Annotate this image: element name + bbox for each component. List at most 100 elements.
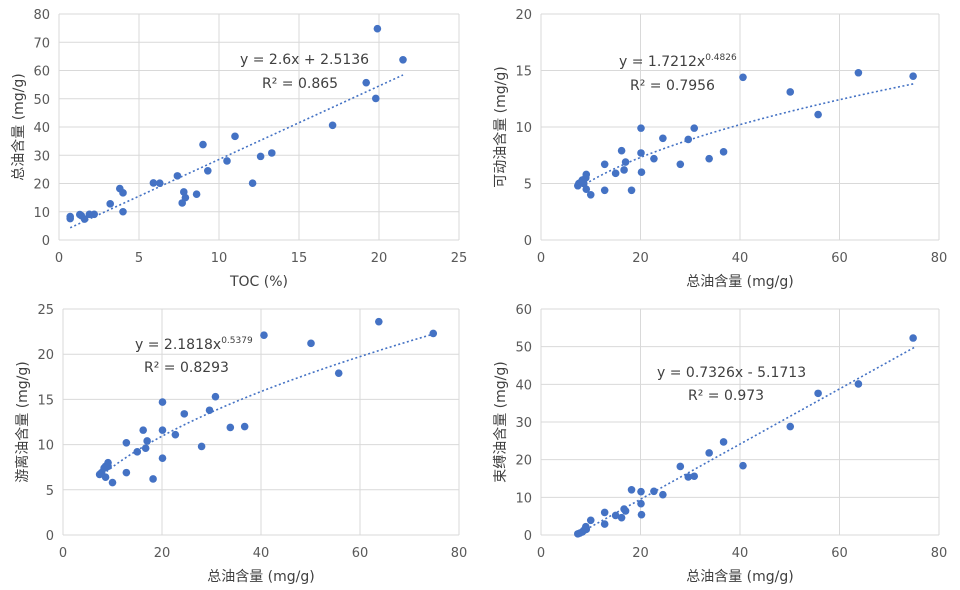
y-tick-label: 20 (515, 8, 532, 23)
data-point (582, 170, 591, 179)
x-axis-title: 总油含量 (mg/g) (207, 569, 315, 585)
data-point (181, 193, 190, 202)
data-point (240, 422, 249, 431)
r-squared-label: R² = 0.7956 (630, 78, 715, 94)
data-point (637, 149, 645, 157)
data-point (620, 166, 628, 174)
y-tick-label: 20 (515, 454, 532, 469)
data-point (705, 154, 713, 163)
y-tick-label: 0 (524, 234, 532, 249)
data-point (307, 339, 315, 348)
x-tick-label: 20 (371, 251, 388, 266)
data-point (582, 525, 591, 534)
x-tick-label: 80 (931, 251, 948, 266)
y-axis-title: 可动油含量 (mg/g) (493, 66, 509, 188)
x-tick-label: 25 (451, 251, 468, 266)
x-tick-label: 20 (154, 546, 171, 561)
data-point (676, 160, 685, 169)
y-tick-label: 0 (524, 529, 532, 544)
y-axis-title: 游离油含量 (mg/g) (14, 361, 31, 483)
x-axis-title: 总油含量 (mg/g) (686, 274, 794, 290)
data-point (650, 487, 658, 496)
data-point (80, 215, 89, 223)
x-axis-title: TOC (%) (229, 274, 288, 290)
data-point (719, 438, 728, 446)
trendline (577, 82, 915, 190)
x-tick-label: 10 (211, 251, 228, 266)
x-tick-label: 60 (352, 546, 369, 561)
r-squared-label: R² = 0.8293 (144, 360, 229, 376)
x-tick-label: 0 (537, 251, 545, 266)
data-point (143, 437, 151, 445)
y-tick-label: 25 (37, 303, 54, 318)
data-point (173, 172, 182, 180)
data-point (621, 507, 630, 515)
data-point (226, 423, 235, 432)
data-point (149, 179, 158, 187)
data-point (256, 152, 265, 161)
trendline-equation: y = 0.7326x - 5.1713 (657, 365, 806, 381)
x-tick-label: 20 (632, 251, 649, 266)
data-point (600, 186, 609, 195)
r-squared-label: R² = 0.973 (688, 388, 764, 404)
y-tick-label: 10 (515, 121, 532, 136)
chart-panel-4: 0 10 20 30 40 50 60 0 20 40 60 80 总油含量 (mg/g) 束缚油含量 (… (492, 303, 947, 585)
y-tick-label: 5 (46, 484, 54, 499)
data-point (108, 478, 117, 487)
data-point (171, 430, 180, 439)
data-point (119, 207, 127, 216)
data-point (676, 462, 685, 471)
x-tick-label: 5 (135, 251, 143, 266)
y-tick-label: 15 (37, 393, 54, 408)
data-point (158, 398, 167, 406)
data-point (223, 157, 231, 165)
data-point (204, 166, 212, 175)
data-point (611, 169, 620, 178)
data-point (119, 189, 127, 197)
data-point (375, 317, 383, 326)
data-point (586, 516, 595, 525)
data-point (101, 473, 110, 481)
y-tick-label: 20 (33, 178, 50, 193)
data-point (909, 72, 917, 80)
y-tick-label: 50 (33, 93, 50, 108)
data-point (66, 212, 74, 221)
data-point (139, 426, 147, 434)
data-point (617, 513, 626, 522)
data-point (611, 511, 620, 520)
y-axis-title: 总油含量 (mg/g) (11, 73, 27, 181)
y-tick-label: 60 (515, 303, 532, 318)
data-point (104, 458, 112, 467)
data-point (637, 499, 645, 508)
data-point (192, 190, 201, 199)
data-point (600, 160, 609, 169)
y-tick-label: 40 (33, 121, 50, 136)
data-point (627, 186, 636, 195)
data-point (205, 406, 214, 415)
data-point (739, 73, 747, 82)
data-point (854, 68, 863, 77)
data-point (705, 449, 713, 457)
x-tick-label: 20 (632, 546, 649, 561)
y-tick-label: 10 (37, 439, 54, 454)
y-tick-label: 0 (46, 529, 54, 544)
trendline (577, 346, 915, 535)
data-point (106, 200, 114, 208)
y-axis-title: 束缚油含量 (mg/g) (492, 361, 509, 483)
data-point (786, 422, 795, 431)
data-point (786, 88, 795, 96)
x-tick-label: 0 (59, 546, 67, 561)
trendline-equation: y = 1.7212x0.4826 (619, 53, 737, 70)
data-point (372, 94, 380, 103)
data-point (582, 185, 591, 193)
trendline (69, 74, 404, 229)
data-point (156, 179, 164, 188)
data-point (334, 369, 343, 377)
data-point (158, 454, 167, 462)
x-axis-title: 总油含量 (mg/g) (686, 569, 794, 585)
y-tick-label: 40 (515, 378, 532, 393)
data-point (719, 148, 728, 156)
x-tick-label: 80 (451, 546, 468, 561)
data-point (814, 110, 822, 119)
